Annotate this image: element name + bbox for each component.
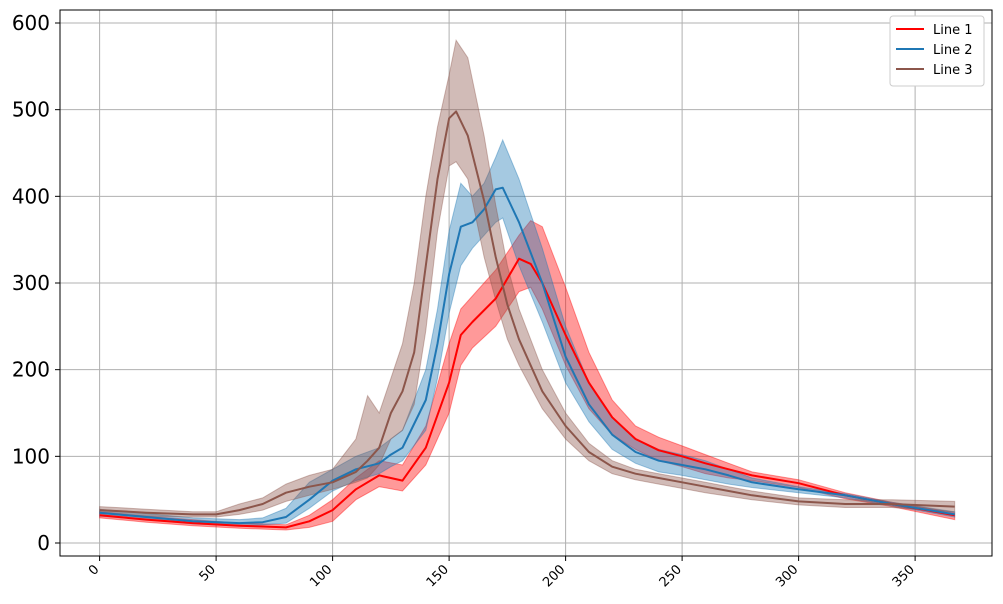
y-tick-label: 500 (12, 98, 50, 122)
x-tick-label: 50 (197, 562, 219, 584)
line-line-1 (99, 257, 955, 529)
band-line-3 (99, 39, 956, 518)
x-tick-label: 300 (773, 562, 801, 590)
y-tick-label: 100 (12, 444, 50, 468)
y-tick-label: 200 (12, 358, 50, 382)
y-tick-label: 400 (12, 184, 50, 208)
y-tick-label: 600 (12, 11, 50, 35)
y-tick-label: 0 (37, 531, 50, 555)
x-tick-label: 100 (307, 562, 335, 590)
series-lines (99, 110, 955, 529)
legend: Line 1 Line 2 Line 3 (889, 15, 985, 87)
band-line-2 (99, 138, 956, 527)
legend-label: Line 3 (933, 63, 973, 78)
x-tick-label: 200 (540, 562, 568, 590)
x-tick-label: 150 (424, 562, 452, 590)
x-tick-label: 250 (657, 562, 685, 590)
x-tick-label: 350 (890, 562, 918, 590)
y-tick-label: 300 (12, 271, 50, 295)
x-tick-label: 0 (86, 562, 102, 578)
line-line-2 (99, 186, 955, 525)
x-axis-ticks: 0 50 100 150 200 250 300 350 (86, 556, 918, 590)
legend-label: Line 2 (933, 43, 973, 58)
line-line-3 (99, 110, 955, 516)
legend-label: Line 1 (933, 23, 973, 38)
y-axis-ticks: 0 100 200 300 400 500 600 (12, 11, 60, 555)
